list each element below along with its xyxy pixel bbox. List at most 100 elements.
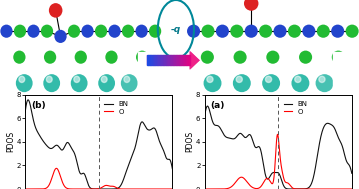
Line: BN: BN xyxy=(25,100,172,189)
Circle shape xyxy=(101,76,107,82)
Bar xyxy=(154,55,155,66)
Bar xyxy=(158,55,160,66)
Bar xyxy=(177,55,178,66)
BN xyxy=(100,188,104,189)
BN xyxy=(318,141,322,143)
FancyArrow shape xyxy=(190,51,200,70)
Circle shape xyxy=(135,25,148,38)
Bar xyxy=(173,55,174,66)
Line: O: O xyxy=(25,168,172,189)
Bar xyxy=(157,55,158,66)
O xyxy=(141,188,145,189)
Circle shape xyxy=(346,25,359,38)
Circle shape xyxy=(75,51,87,64)
BN xyxy=(23,111,27,114)
O xyxy=(170,188,174,189)
Circle shape xyxy=(16,74,33,92)
BN xyxy=(320,130,325,132)
Circle shape xyxy=(81,25,94,38)
Bar xyxy=(334,52,359,104)
Circle shape xyxy=(244,0,258,11)
Circle shape xyxy=(44,51,56,64)
Bar xyxy=(147,55,148,66)
Circle shape xyxy=(54,30,67,43)
O xyxy=(275,133,280,136)
O xyxy=(23,188,27,189)
Circle shape xyxy=(265,76,272,82)
FancyArrow shape xyxy=(147,51,200,70)
Bar xyxy=(163,55,164,66)
Legend: BN, O: BN, O xyxy=(283,100,309,116)
Bar xyxy=(160,55,161,66)
Circle shape xyxy=(41,25,53,38)
BN xyxy=(83,174,87,176)
Circle shape xyxy=(122,25,134,38)
Circle shape xyxy=(187,25,200,38)
Bar xyxy=(178,55,180,66)
BN xyxy=(38,136,42,138)
O xyxy=(350,188,354,189)
Bar xyxy=(183,55,185,66)
Bar xyxy=(137,52,170,104)
Circle shape xyxy=(319,76,325,82)
Circle shape xyxy=(259,25,272,38)
O xyxy=(83,188,87,189)
Line: BN: BN xyxy=(205,106,352,189)
Circle shape xyxy=(233,74,251,92)
Bar xyxy=(189,55,190,66)
Circle shape xyxy=(236,76,242,82)
O xyxy=(218,188,222,189)
Circle shape xyxy=(201,25,215,38)
Circle shape xyxy=(295,76,301,82)
Bar xyxy=(161,55,163,66)
Circle shape xyxy=(74,76,80,82)
Bar xyxy=(155,55,157,66)
Bar xyxy=(164,55,165,66)
Y-axis label: PDOS: PDOS xyxy=(186,131,195,152)
O xyxy=(320,188,325,189)
Bar xyxy=(165,55,167,66)
BN xyxy=(202,116,207,118)
Circle shape xyxy=(0,25,13,38)
Circle shape xyxy=(230,25,243,38)
Circle shape xyxy=(332,51,345,64)
Circle shape xyxy=(274,25,286,38)
Circle shape xyxy=(14,25,26,38)
Circle shape xyxy=(299,51,312,64)
BN xyxy=(26,99,30,101)
Bar xyxy=(185,55,186,66)
BN xyxy=(292,188,297,189)
Circle shape xyxy=(121,74,137,92)
Circle shape xyxy=(95,25,107,38)
Circle shape xyxy=(49,3,62,18)
Circle shape xyxy=(331,25,344,38)
BN xyxy=(141,121,145,123)
Circle shape xyxy=(216,25,229,38)
Circle shape xyxy=(292,74,309,92)
Circle shape xyxy=(317,25,330,38)
O xyxy=(54,167,59,170)
Bar xyxy=(170,55,171,66)
Circle shape xyxy=(68,25,80,38)
Circle shape xyxy=(19,76,25,82)
BN xyxy=(124,170,129,172)
Line: O: O xyxy=(205,134,352,189)
O xyxy=(262,180,266,183)
Y-axis label: PDOS: PDOS xyxy=(6,131,15,152)
O xyxy=(202,188,207,189)
Circle shape xyxy=(245,25,258,38)
Circle shape xyxy=(13,51,25,64)
Circle shape xyxy=(302,25,316,38)
Circle shape xyxy=(266,51,279,64)
BN xyxy=(88,187,92,189)
Circle shape xyxy=(98,74,115,92)
Circle shape xyxy=(149,25,161,38)
Circle shape xyxy=(108,25,121,38)
Bar xyxy=(167,55,168,66)
Circle shape xyxy=(27,25,39,38)
Bar xyxy=(174,55,176,66)
BN xyxy=(218,126,222,129)
Circle shape xyxy=(43,74,60,92)
Circle shape xyxy=(204,74,222,92)
Circle shape xyxy=(71,74,88,92)
